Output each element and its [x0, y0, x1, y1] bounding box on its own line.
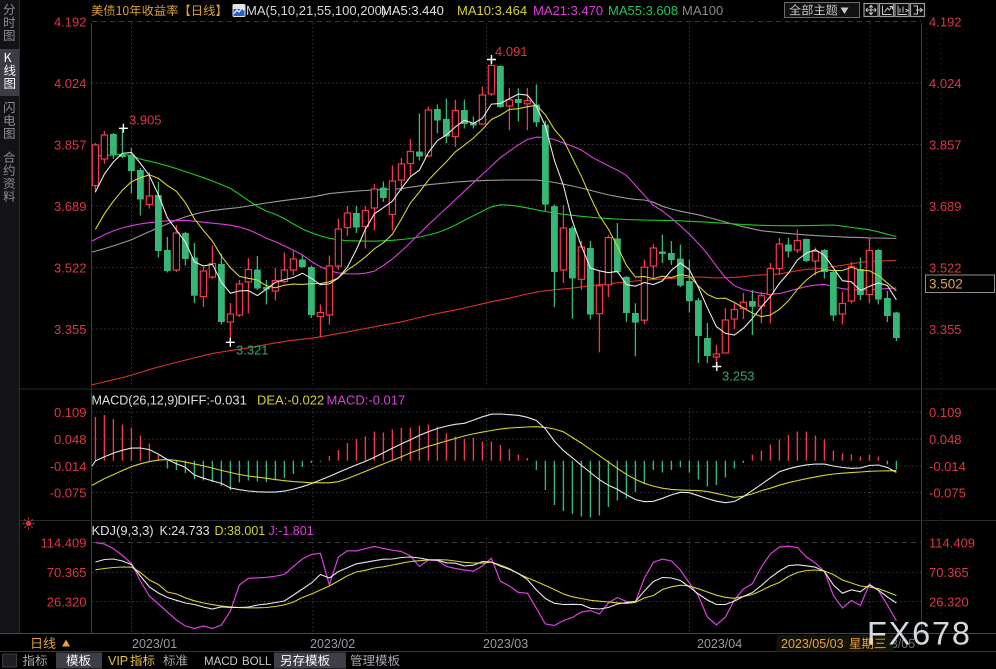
svg-text:70.365: 70.365 [47, 565, 87, 580]
svg-text:3.355: 3.355 [929, 322, 962, 337]
svg-text:3.689: 3.689 [54, 199, 87, 214]
svg-text:3.355: 3.355 [54, 322, 87, 337]
svg-text:-0.075: -0.075 [50, 485, 87, 500]
svg-text:MA21:3.470: MA21:3.470 [533, 3, 603, 18]
svg-text:70.365: 70.365 [929, 565, 969, 580]
svg-text:4.024: 4.024 [929, 76, 962, 91]
svg-text:0.048: 0.048 [929, 432, 962, 447]
svg-text:26.320: 26.320 [929, 594, 969, 609]
svg-text:4.091: 4.091 [495, 44, 528, 59]
svg-text:0.048: 0.048 [54, 432, 87, 447]
svg-text:MA5:3.440: MA5:3.440 [381, 3, 444, 18]
svg-text:3.857: 3.857 [54, 137, 87, 152]
svg-text:MACD:-0.017: MACD:-0.017 [327, 393, 406, 408]
svg-text:2023/05/03: 2023/05/03 [781, 637, 844, 651]
svg-text:DEA:-0.022: DEA:-0.022 [257, 393, 324, 408]
svg-text:3.905: 3.905 [129, 113, 162, 128]
svg-text:0.109: 0.109 [929, 405, 962, 420]
svg-text:3.522: 3.522 [929, 260, 962, 275]
svg-text:3.522: 3.522 [54, 260, 87, 275]
svg-text:3.857: 3.857 [929, 137, 962, 152]
svg-text:-0.075: -0.075 [929, 485, 966, 500]
svg-text:3.321: 3.321 [236, 343, 269, 358]
svg-text:VIP: VIP [108, 654, 128, 668]
svg-text:4.192: 4.192 [54, 14, 87, 29]
svg-text:MA(5,10,21,55,100,200): MA(5,10,21,55,100,200) [246, 3, 386, 18]
svg-text:4.024: 4.024 [54, 76, 87, 91]
svg-text:MACD: MACD [204, 656, 238, 668]
svg-text:MA100: MA100 [682, 3, 723, 18]
svg-text:KDJ(9,3,3): KDJ(9,3,3) [92, 523, 154, 538]
svg-text:DIFF:-0.031: DIFF:-0.031 [178, 393, 247, 408]
svg-text:MACD(26,12,9): MACD(26,12,9) [92, 394, 179, 408]
svg-text:4.192: 4.192 [929, 14, 962, 29]
svg-text:-0.014: -0.014 [50, 459, 87, 474]
svg-text:2023/02: 2023/02 [310, 637, 355, 651]
svg-text:2023/04: 2023/04 [697, 637, 742, 651]
svg-text:2023/01: 2023/01 [132, 637, 177, 651]
svg-text:MA10:3.464: MA10:3.464 [457, 3, 527, 18]
svg-text:26.320: 26.320 [47, 594, 87, 609]
svg-text:D:38.001: D:38.001 [215, 524, 266, 538]
svg-text:FX678: FX678 [867, 616, 972, 652]
svg-text:K:24.733: K:24.733 [160, 524, 210, 538]
svg-text:3.253: 3.253 [722, 369, 755, 384]
svg-text:3.502: 3.502 [929, 277, 963, 292]
svg-text:2023/03: 2023/03 [483, 637, 528, 651]
svg-text:0.109: 0.109 [54, 405, 87, 420]
svg-text:MA55:3.608: MA55:3.608 [608, 3, 678, 18]
svg-text:114.409: 114.409 [40, 535, 86, 550]
svg-text:114.409: 114.409 [929, 535, 975, 550]
svg-text:BOLL: BOLL [242, 656, 272, 668]
svg-text:-0.014: -0.014 [929, 459, 966, 474]
svg-text:J:-1.801: J:-1.801 [269, 524, 314, 538]
svg-text:3.689: 3.689 [929, 199, 962, 214]
